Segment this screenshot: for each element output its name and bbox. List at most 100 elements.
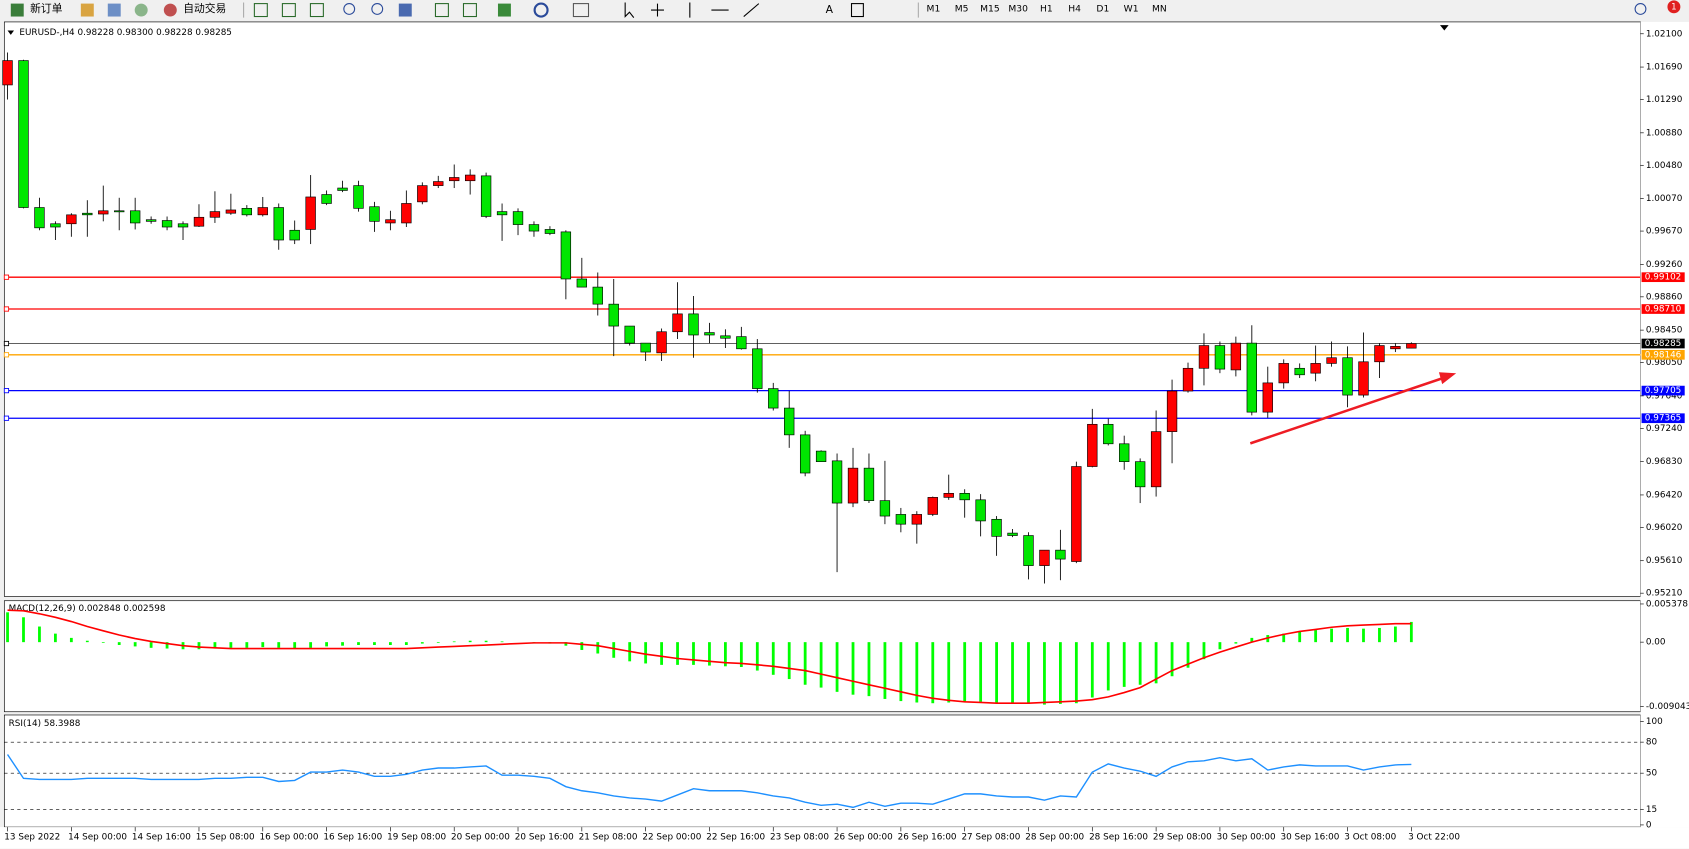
zoom-in[interactable] [343, 3, 356, 15]
y-tick-label: 1.01290 [1646, 95, 1683, 105]
notification-badge[interactable] [1667, 0, 1681, 14]
candle-body [544, 229, 556, 234]
x-tick-label: 30 Sep 16:00 [1280, 832, 1339, 842]
candle-body [1358, 361, 1369, 396]
x-tick-label: 26 Sep 16:00 [898, 832, 957, 842]
y-tick-label: 0.97640 [1646, 391, 1683, 401]
tool-icon[interactable] [107, 3, 121, 17]
y-tick-label: 1.00880 [1646, 128, 1683, 138]
toolbar: 新订单 自动交易 A M1 M5 M15 M30 H1 H4 D1 W1 MN 1 [0, 0, 1689, 20]
crosshair-tool[interactable] [651, 3, 664, 17]
line-tools[interactable] [689, 2, 760, 18]
candle-body [560, 231, 572, 280]
cursor-tool[interactable] [624, 2, 635, 18]
auto-trading-icon[interactable] [163, 3, 177, 17]
candle-body [991, 518, 1002, 537]
tool-icon[interactable] [434, 3, 449, 18]
tool-icon[interactable] [281, 3, 296, 18]
candle-body [114, 210, 125, 213]
search[interactable] [1634, 3, 1647, 15]
candle-body [1087, 423, 1098, 467]
candle-body [369, 206, 380, 222]
candle-body [82, 212, 93, 216]
y-tick-label: -0.009043 [1646, 702, 1689, 712]
x-tick-label: 22 Sep 16:00 [706, 832, 765, 842]
candle-body [911, 514, 922, 525]
chart-title: EURUSD-,H4 0.98228 0.98300 0.98228 0.982… [19, 28, 232, 38]
level-handle [3, 274, 10, 280]
arrow-shaft [1249, 376, 1445, 445]
timeframe-button[interactable]: H4 [1068, 3, 1081, 14]
x-tick-label: 23 Sep 08:00 [770, 832, 829, 842]
rsi-panel[interactable] [3, 714, 1641, 828]
candle-body [18, 60, 29, 208]
timeframe-button[interactable]: D1 [1096, 3, 1109, 14]
y-tick-label: 100 [1646, 717, 1663, 727]
candle-body [161, 220, 173, 228]
timeframe-button[interactable]: W1 [1124, 3, 1139, 14]
tool-icon[interactable] [398, 3, 412, 17]
tool-icon[interactable] [462, 3, 477, 18]
candle-body [640, 342, 651, 353]
new-order-icon[interactable] [10, 3, 24, 17]
x-tick-label: 14 Sep 16:00 [132, 832, 191, 842]
x-tick-label: 28 Sep 00:00 [1025, 832, 1084, 842]
tool-icon[interactable] [533, 2, 549, 18]
zoom-out[interactable] [371, 3, 384, 15]
x-tick-label: 3 Oct 22:00 [1408, 832, 1460, 842]
x-tick-label: 21 Sep 08:00 [579, 832, 638, 842]
x-tick-label: 19 Sep 08:00 [387, 832, 446, 842]
candle-body [799, 434, 811, 474]
auto-trading-button[interactable]: 自动交易 [183, 2, 226, 15]
candle-body [353, 185, 364, 209]
y-tick-label: 0.00 [1646, 638, 1666, 648]
tool-icon[interactable] [497, 3, 511, 17]
level-label: 0.98146 [1645, 350, 1682, 360]
timeframe-button[interactable]: M15 [980, 3, 1000, 14]
x-tick-label: 27 Sep 08:00 [961, 832, 1020, 842]
symbol-marker [7, 30, 15, 35]
tool-icon[interactable] [309, 3, 324, 18]
tool-icon[interactable] [572, 3, 590, 18]
signal-line [7, 609, 1412, 705]
y-tick-label: 0.97240 [1646, 424, 1683, 434]
candle-body [449, 177, 460, 182]
level-handle [3, 306, 10, 312]
y-tick-label: 1.02100 [1646, 29, 1683, 39]
candle-body [879, 500, 891, 517]
rsi-title: RSI(14) 58.3988 [9, 719, 81, 729]
timeframe-button[interactable]: MN [1152, 3, 1167, 14]
candle-body [34, 207, 45, 229]
tool-icon[interactable] [134, 3, 148, 17]
rsi-line [6, 754, 1412, 809]
candle-body [464, 174, 476, 182]
candle-body [592, 286, 603, 305]
timeframe-button[interactable]: M30 [1008, 3, 1028, 14]
candle-body [1055, 549, 1066, 560]
label-tool[interactable] [850, 3, 864, 18]
new-order-button[interactable]: 新订单 [30, 2, 63, 15]
tool-icon[interactable] [80, 3, 94, 17]
y-tick-label: 1.00480 [1646, 161, 1683, 171]
tool-icon[interactable] [253, 3, 268, 18]
text-tool[interactable]: A [826, 3, 834, 16]
candle-body [1262, 382, 1273, 413]
candle-body [1039, 549, 1050, 566]
x-tick-label: 14 Sep 00:00 [68, 832, 127, 842]
candle-body [417, 185, 428, 203]
candle-body [1326, 357, 1337, 364]
timeframe-button[interactable]: M5 [955, 3, 969, 14]
y-tick-label: 0.99670 [1646, 227, 1683, 237]
candle-body [1071, 466, 1082, 562]
candle-body [480, 175, 492, 217]
level-label-bg [1641, 349, 1685, 360]
timeframe-button[interactable]: H1 [1040, 3, 1053, 14]
candle-body [2, 60, 13, 86]
timeframe-button[interactable]: M1 [927, 3, 941, 14]
toolbar-bg [0, 0, 1689, 20]
candle-body [209, 211, 221, 218]
level-label-bg [1641, 413, 1685, 424]
candle-body [1007, 532, 1018, 536]
